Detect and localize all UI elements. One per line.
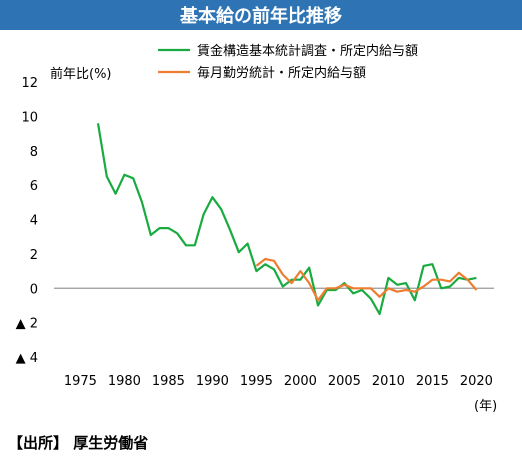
- y-tick-label: ▲ 2: [16, 317, 38, 332]
- y-axis-ticks: 12 10 8 6 4 2 0 ▲ 2 ▲ 4: [16, 76, 38, 366]
- y-tick-label: 10: [21, 110, 38, 125]
- legend-label: 賃金構造基本統計調査・所定内給与額: [197, 43, 418, 59]
- series-line-1: [96, 123, 477, 316]
- y-tick-label: 2: [30, 248, 38, 263]
- x-tick-label: 2010: [372, 374, 405, 389]
- legend-label: 毎月勤労統計・所定内給与額: [197, 65, 366, 81]
- x-tick-label: 1990: [196, 374, 229, 389]
- x-tick-label: 1995: [240, 374, 273, 389]
- x-tick-label: 1975: [64, 374, 97, 389]
- source-note: 【出所】 厚生労働省: [8, 434, 149, 452]
- y-tick-label: 6: [30, 179, 38, 194]
- y-tick-label: 8: [30, 145, 38, 160]
- x-tick-label: 2005: [328, 374, 361, 389]
- chart-title: 基本給の前年比推移: [0, 0, 522, 30]
- series-line-2: [255, 257, 478, 302]
- y-tick-label: ▲ 4: [16, 351, 38, 366]
- y-tick-label: 12: [21, 76, 38, 91]
- series-lines: [96, 123, 478, 316]
- x-axis-label: (年): [474, 399, 497, 414]
- y-tick-label: 4: [30, 214, 38, 229]
- x-axis-ticks: 1975 1980 1985 1990 1995 2000 2005 2010 2015 2020: [64, 374, 493, 389]
- y-tick-label: 0: [30, 282, 38, 297]
- x-tick-label: 1980: [108, 374, 141, 389]
- x-tick-label: 1985: [152, 374, 185, 389]
- y-axis-label: 前年比(%): [50, 66, 112, 82]
- x-tick-label: 2000: [284, 374, 317, 389]
- x-tick-label: 2015: [416, 374, 449, 389]
- x-tick-label: 2020: [460, 374, 493, 389]
